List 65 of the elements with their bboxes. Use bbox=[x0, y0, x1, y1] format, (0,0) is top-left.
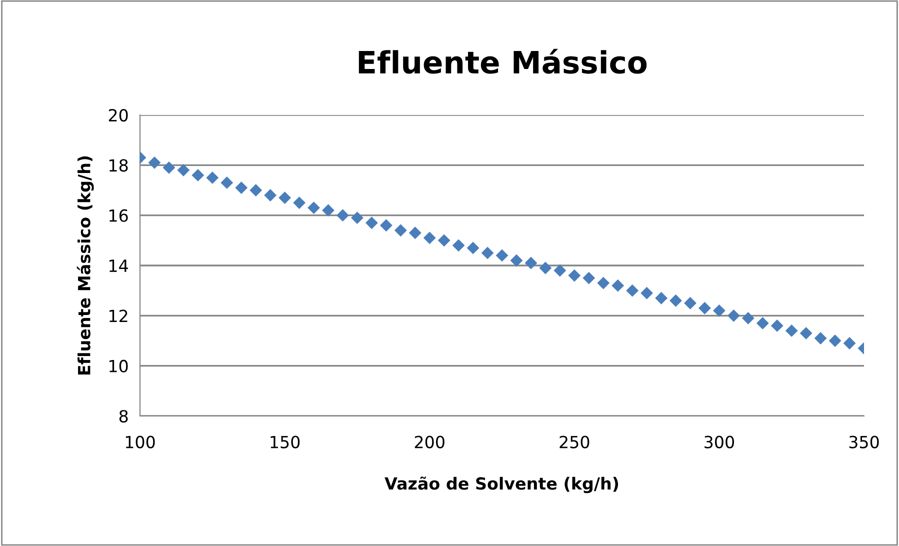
point bbox=[380, 219, 392, 232]
point bbox=[727, 309, 740, 322]
point bbox=[192, 168, 204, 182]
point bbox=[814, 332, 827, 344]
y-tick-label: 10 bbox=[110, 360, 128, 372]
point bbox=[640, 286, 654, 300]
point bbox=[350, 212, 364, 224]
point bbox=[510, 254, 523, 267]
point bbox=[597, 276, 610, 290]
point bbox=[539, 262, 552, 274]
point bbox=[712, 304, 726, 317]
point bbox=[698, 302, 711, 314]
x-tick-label: 200 bbox=[414, 436, 444, 448]
point bbox=[626, 284, 639, 297]
x-tick-label: 250 bbox=[560, 436, 590, 448]
point bbox=[828, 334, 842, 347]
point bbox=[438, 234, 450, 247]
point bbox=[554, 264, 566, 277]
point bbox=[684, 296, 696, 310]
point bbox=[496, 249, 508, 262]
point bbox=[582, 272, 596, 284]
point bbox=[336, 209, 349, 222]
point bbox=[308, 202, 320, 214]
point bbox=[452, 239, 465, 252]
point bbox=[264, 189, 277, 202]
chart-title: Efluente Mássico bbox=[358, 48, 647, 74]
point bbox=[655, 292, 668, 304]
point bbox=[293, 196, 306, 210]
point bbox=[220, 176, 234, 189]
point bbox=[785, 324, 798, 337]
point bbox=[524, 256, 538, 270]
x-axis-title: Vazão de Solvente (kg/h) bbox=[384, 476, 618, 494]
point bbox=[278, 192, 292, 204]
point bbox=[148, 156, 161, 169]
y-tick-label: 16 bbox=[110, 209, 128, 222]
point bbox=[800, 327, 812, 340]
point bbox=[481, 246, 494, 260]
point bbox=[742, 312, 754, 324]
point bbox=[756, 316, 769, 330]
x-tick-label: 300 bbox=[704, 436, 734, 448]
point bbox=[408, 226, 422, 240]
y-tick-label: 18 bbox=[110, 159, 128, 172]
y-tick-label: 20 bbox=[108, 108, 128, 122]
point bbox=[206, 171, 219, 184]
y-tick-label: 14 bbox=[110, 260, 128, 272]
x-tick-label: 350 bbox=[849, 436, 879, 448]
point bbox=[235, 182, 248, 194]
point bbox=[770, 319, 784, 332]
point bbox=[365, 216, 378, 230]
y-tick-label: 12 bbox=[110, 310, 128, 322]
point bbox=[162, 161, 176, 174]
point bbox=[423, 232, 436, 244]
x-tick-label: 150 bbox=[270, 436, 300, 448]
point bbox=[568, 269, 581, 282]
point bbox=[843, 337, 856, 350]
point bbox=[612, 279, 624, 292]
point bbox=[177, 164, 190, 176]
point bbox=[466, 242, 480, 254]
point bbox=[322, 204, 334, 217]
point bbox=[670, 294, 682, 307]
point bbox=[250, 184, 262, 196]
x-tick-label: 100 bbox=[126, 436, 155, 448]
y-axis-title: Efluente Mássico (kg/h) bbox=[76, 156, 94, 375]
point bbox=[394, 224, 407, 237]
y-tick-label: 8 bbox=[119, 410, 128, 423]
